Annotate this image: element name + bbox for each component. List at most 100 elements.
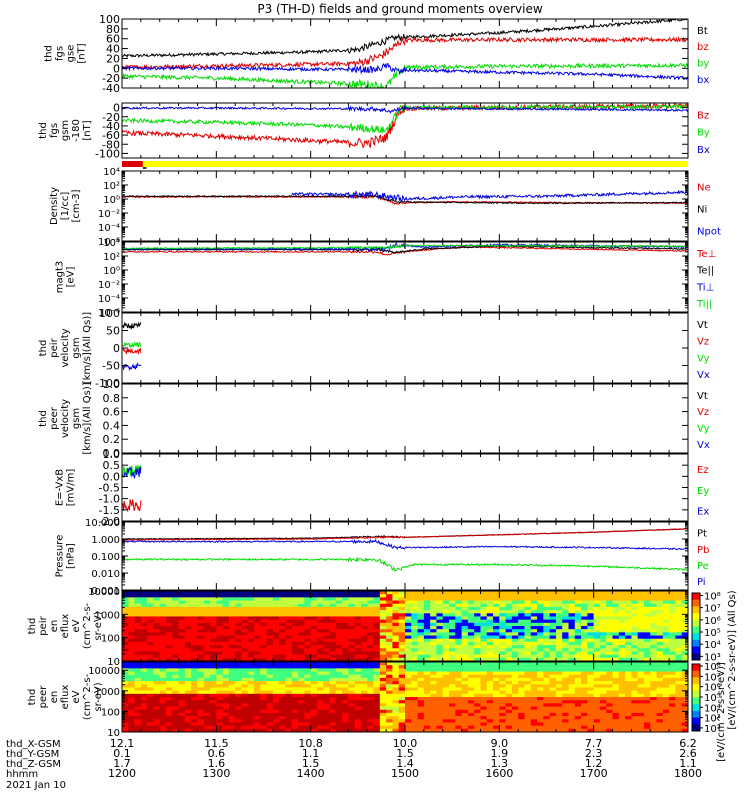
- xaxis-row-0-value-1: 11.5: [204, 737, 229, 750]
- ylabel-line-peer_spec-4: eV: [71, 690, 82, 703]
- ylabel-line-peer_spec-3: eflux: [60, 685, 71, 710]
- legend-fgs_gsm-2: Bx: [697, 145, 710, 156]
- ylabel-line-efield-1: [mV/m]: [66, 469, 77, 507]
- ytick-label-peir_velocity-2: 0: [113, 342, 120, 355]
- ylabel-density: Density [1/cc] [cm-3]: [49, 187, 82, 225]
- ytick-label-temperature-4: 10⁻⁴: [98, 294, 120, 305]
- legend-temperature-3: Ti||: [696, 299, 712, 310]
- xaxis-row-2-value-5: 1.2: [585, 757, 603, 770]
- ylabel-line-peer_spec-2: en: [49, 691, 60, 704]
- ylabel-line-peir_velocity-3: gsm: [71, 337, 82, 358]
- colorbar-peer-tick-1: 10⁷: [704, 672, 721, 683]
- ylabel-peer_spec: thd peer en eflux eV (cm^2-s-sr-eV): [27, 673, 104, 720]
- ytick-label-density-1: 10²: [103, 181, 120, 192]
- ytick-label-efield-0: 1.0: [103, 448, 121, 461]
- ylabel-line-peir_spec-2: en: [49, 620, 60, 633]
- ylabel-line-fgs_gsm-4: [nT]: [82, 120, 93, 140]
- ylabel-line-fgs_gsm-1: fgs: [49, 123, 60, 138]
- xaxis-row-label-3: hhmm: [6, 769, 38, 780]
- series-group-density: [122, 189, 688, 205]
- legend-peir_velocity-2: Vy: [697, 353, 710, 364]
- ytick-label-temperature-1: 10²: [103, 252, 120, 263]
- ylabel-line-temperature-0: magt3: [55, 261, 66, 294]
- colorbar-label-2: [eV/(cm^2-s-sr-eV)]: [716, 662, 727, 762]
- ylabel-peir_spec: thd peir en eflux eV (cm^2-s-sr-eV): [27, 602, 104, 649]
- series-fgs_gse-0: [122, 19, 688, 58]
- ytick-label-fgs_gse-1: 80: [106, 23, 120, 36]
- xaxis-row-label-1: thd_Y-GSM: [6, 749, 59, 760]
- legend-peer_velocity-1: Vz: [697, 407, 709, 418]
- xaxis-row-label-0: thd_X-GSM: [6, 739, 61, 750]
- ylabel-fgs_gse: thd fgs gse [nT]: [44, 43, 88, 63]
- ytick-label-peir_spec-3: 10: [107, 657, 120, 668]
- xaxis-row-3-value-0: 1200: [108, 767, 136, 780]
- ylabel-line-fgs_gsm-0: thd: [38, 122, 49, 139]
- ylabel-line-pressure-0: Pressure: [55, 535, 66, 578]
- ytick-label-density-4: 10⁻⁴: [98, 223, 120, 234]
- series-group-efield: [122, 464, 142, 513]
- figure-title: P3 (TH-D) fields and ground moments over…: [257, 2, 542, 16]
- ytick-label-efield-3: -0.5: [99, 482, 120, 495]
- series-fgs_gse-2: [122, 61, 688, 88]
- ylabel-line-temperature-1: [eV]: [66, 267, 77, 288]
- ytick-label-pressure-0: 10.000: [85, 518, 120, 529]
- legend-peir_velocity-0: Vt: [697, 320, 708, 331]
- ytick-label-pressure-1: 1.000: [91, 535, 120, 546]
- xaxis-row-1-value-1: 0.6: [208, 747, 226, 760]
- ylabel-line-peer_spec-0: thd: [27, 689, 38, 706]
- ytick-label-temperature-3: 10⁻²: [98, 280, 120, 291]
- ytick-label-fgs_gse-6: -20: [102, 72, 120, 85]
- xaxis-row-0-value-5: 7.7: [585, 737, 603, 750]
- series-pressure-1: [122, 528, 688, 541]
- ylabel-line-fgs_gsm-2: gsm: [60, 120, 71, 141]
- legend-density-0: Ne: [697, 183, 711, 194]
- ylabel-line-density-2: [cm-3]: [71, 189, 82, 222]
- ylabel-line-peir_spec-0: thd: [27, 618, 38, 635]
- series-group-pressure: [122, 528, 688, 572]
- legend-pressure-3: Pi: [697, 577, 706, 588]
- ylabel-line-density-1: [1/cc]: [60, 192, 71, 221]
- series-pressure-3: [122, 538, 688, 551]
- ytick-label-peer_spec-2: 100: [101, 707, 120, 718]
- ylabel-line-pressure-1: [nPa]: [66, 543, 77, 569]
- legend-pressure-1: Pb: [697, 545, 709, 556]
- panel-temperature: Te⊥ Te|| Ti⊥ Ti|| 10⁴ 10² 10⁰ 10⁻² 10⁻⁴ 10⁻⁶ magt3…: [55, 238, 717, 319]
- series-pressure-2: [122, 556, 688, 572]
- ylabel-line-peir_velocity-0: thd: [38, 340, 49, 357]
- status-bar-yellow: [122, 161, 688, 167]
- ylabel-line-peir_velocity-2: velocity: [60, 328, 71, 367]
- ytick-label-density-5: 10⁻⁶: [98, 237, 120, 248]
- ytick-label-fgs_gsm-0: 0: [113, 102, 120, 115]
- ytick-label-density-3: 10⁻²: [98, 209, 120, 220]
- spectrogram-peer_spec: [122, 662, 688, 732]
- legend-temperature-0: Te⊥: [696, 249, 716, 260]
- ylabel-efield: E=-VxB [mV/m]: [55, 469, 77, 507]
- ylabel-peir_velocity: thd peir velocity gsm [km/s](All Qs)]: [38, 312, 93, 384]
- ylabel-line-peir_spec-1: peir: [38, 615, 49, 635]
- ytick-label-fgs_gsm-2: -40: [102, 120, 120, 133]
- xaxis-row-0-value-0: 12.1: [110, 737, 135, 750]
- ytick-label-peir_spec-0: 10000: [88, 587, 120, 598]
- xaxis-row-2-value-3: 1.4: [396, 757, 414, 770]
- colorbar-peir-tick-5: 10³: [704, 652, 721, 663]
- series-peir_velocity-2: [122, 340, 142, 349]
- panel-pressure: Pt Pb Pe Pi 10.000 1.000 0.100 0.010 0.001 Pressu…: [55, 518, 710, 597]
- ytick-label-pressure-4: 0.001: [91, 586, 120, 597]
- legend-temperature-1: Te||: [696, 266, 714, 277]
- xaxis-row-1-value-4: 1.9: [491, 747, 509, 760]
- legend-efield-1: Ey: [697, 486, 709, 497]
- xaxis-row-2-value-6: 1.1: [679, 757, 697, 770]
- ytick-label-fgs_gse-5: 0: [113, 62, 120, 75]
- ylabel-line-peer_spec-5: (cm^2-s-: [82, 673, 93, 720]
- xaxis-row-2-value-0: 1.7: [113, 757, 131, 770]
- xaxis-row-3-value-2: 1400: [297, 767, 325, 780]
- colorbars: 10⁸10⁷10⁶10⁵10⁴10³10⁸10⁷10⁶10⁵10⁴10³10²[…: [691, 590, 738, 762]
- xaxis-row-1-value-0: 0.1: [113, 747, 131, 760]
